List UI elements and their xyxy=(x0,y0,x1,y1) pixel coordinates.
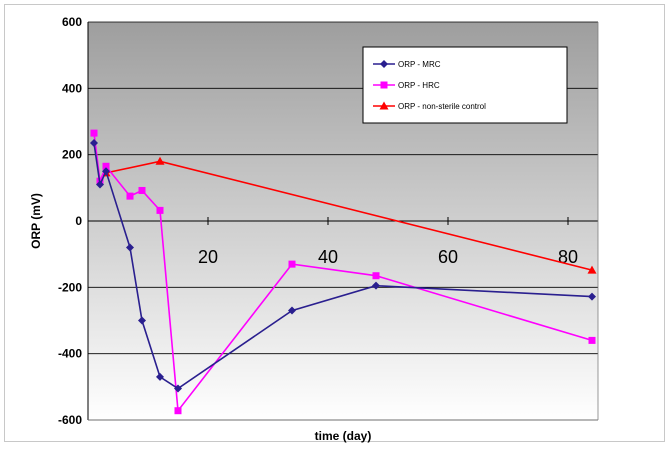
series-1-point-7 xyxy=(288,260,296,268)
legend: ORP - MRC ORP - HRC ORP - non-sterile cont… xyxy=(362,46,568,124)
series-layer xyxy=(90,129,597,415)
series-1-point-0 xyxy=(90,129,98,137)
legend-marker-1 xyxy=(380,81,388,89)
legend-label-0: ORP - MRC xyxy=(398,60,441,69)
series-0-point-8 xyxy=(372,281,380,290)
series-1-point-4 xyxy=(138,186,146,194)
series-2-point-2 xyxy=(587,265,597,274)
series-1-line xyxy=(93,133,593,413)
series-0-point-5 xyxy=(156,372,164,381)
series-0-point-3 xyxy=(126,243,134,252)
x-tick-label-20: 20 xyxy=(198,247,218,267)
y-axis-title: ORP (mV) xyxy=(29,193,43,249)
legend-marker-2 xyxy=(379,101,389,110)
series-0-point-1 xyxy=(96,180,104,189)
series-1-point-9 xyxy=(588,336,596,344)
y-tick-label--400: -400 xyxy=(58,347,82,361)
series-0-line xyxy=(93,142,593,390)
x-tick-label-60: 60 xyxy=(438,247,458,267)
series-1-point-8 xyxy=(372,272,380,280)
series-1-point-6 xyxy=(174,407,182,415)
legend-box xyxy=(362,46,568,124)
legend-marker-0 xyxy=(380,60,388,68)
series-1-point-3 xyxy=(126,192,134,200)
series-0-point-4 xyxy=(138,316,146,325)
series-0-point-6 xyxy=(174,384,182,393)
y-tick-label-600: 600 xyxy=(62,15,82,29)
y-tick-label--200: -200 xyxy=(58,280,82,294)
series-0-point-7 xyxy=(288,306,296,315)
series-2-point-1 xyxy=(155,156,165,165)
series-1-point-2 xyxy=(102,162,110,170)
series-0-point-9 xyxy=(588,292,596,301)
y-tick-label-200: 200 xyxy=(62,148,82,162)
x-axis-title: time (day) xyxy=(315,429,372,443)
series-0-point-0 xyxy=(90,139,98,148)
y-tick-label-400: 400 xyxy=(62,81,82,95)
legend-label-2: ORP - non-sterile control xyxy=(398,102,486,111)
x-tick-label-40: 40 xyxy=(318,247,338,267)
legend-label-1: ORP - HRC xyxy=(398,81,440,90)
y-tick-label-0: 0 xyxy=(75,214,82,228)
series-0-point-2 xyxy=(102,167,110,176)
y-tick-label--600: -600 xyxy=(58,413,82,427)
series-1-point-5 xyxy=(156,206,164,214)
